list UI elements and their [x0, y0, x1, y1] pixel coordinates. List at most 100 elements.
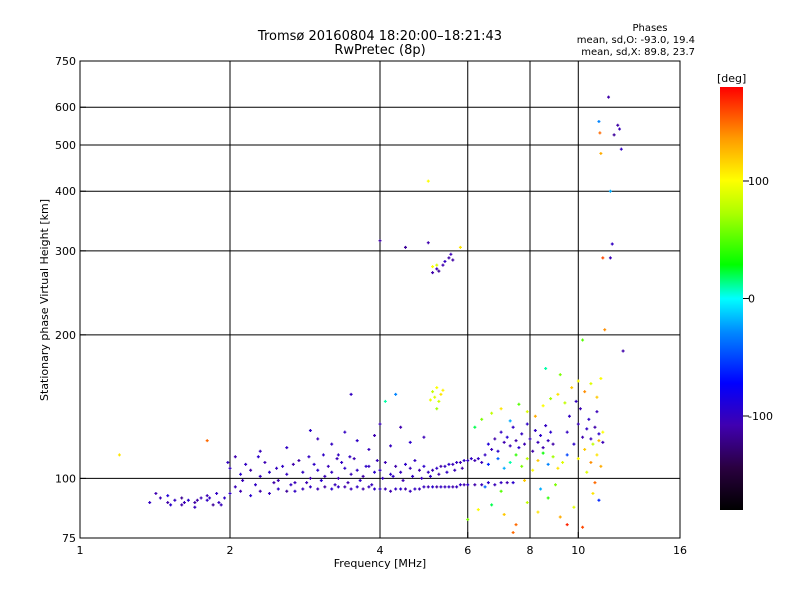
data-point [297, 459, 301, 463]
data-point [525, 422, 529, 426]
data-point [576, 457, 580, 461]
data-point [399, 470, 403, 474]
data-point [208, 496, 212, 500]
data-point [561, 460, 565, 464]
data-point [426, 241, 430, 245]
data-point [249, 468, 253, 472]
data-point [336, 476, 340, 480]
data-point [439, 392, 443, 396]
data-point [511, 425, 515, 429]
data-point [599, 464, 603, 468]
data-point [523, 478, 527, 482]
data-point [249, 494, 253, 498]
data-point [565, 453, 569, 457]
data-point [536, 459, 540, 463]
data-point [228, 491, 232, 495]
data-point [258, 474, 262, 478]
data-point [439, 464, 443, 468]
data-point [205, 494, 209, 498]
data-point [411, 474, 415, 478]
data-point [381, 476, 385, 480]
data-point [117, 453, 121, 457]
data-point [378, 468, 382, 472]
data-point [514, 523, 518, 527]
data-point [193, 501, 197, 505]
data-point [428, 474, 432, 478]
data-point [621, 349, 625, 353]
data-point [293, 489, 297, 493]
data-point [399, 487, 403, 491]
data-point [601, 256, 605, 260]
data-point [558, 515, 562, 519]
data-point [473, 483, 477, 487]
data-point [426, 470, 430, 474]
data-point [205, 439, 209, 443]
data-point [383, 460, 387, 464]
data-point [301, 487, 305, 491]
data-point [514, 439, 518, 443]
data-point [394, 392, 398, 396]
data-point [323, 485, 327, 489]
data-point [182, 501, 186, 505]
data-point [373, 470, 377, 474]
data-point [335, 457, 339, 461]
data-point [531, 468, 535, 472]
data-point [480, 417, 484, 421]
data-point [541, 404, 545, 408]
data-point [486, 481, 490, 485]
y-axis-ticks: 75 100 200 300 400 500 600 750 [55, 55, 86, 545]
data-point [355, 468, 359, 472]
data-point [301, 470, 305, 474]
phases-heading: Phases [632, 23, 667, 34]
data-point [316, 487, 320, 491]
data-point [431, 271, 435, 275]
data-point [426, 485, 430, 489]
data-point [525, 457, 529, 461]
data-point [346, 481, 350, 485]
data-point [476, 508, 480, 512]
data-point [490, 447, 494, 451]
data-point [585, 427, 589, 431]
data-point [401, 478, 405, 482]
data-point [330, 470, 334, 474]
data-point [458, 483, 462, 487]
data-point [558, 373, 562, 377]
data-point [502, 466, 506, 470]
x-tick-label: 4 [377, 544, 384, 557]
data-point [455, 485, 459, 489]
data-point [348, 455, 352, 459]
data-point [502, 513, 506, 517]
data-point [508, 460, 512, 464]
x-axis-ticks: 1 2 4 6 8 10 16 [77, 532, 687, 557]
data-point [583, 390, 587, 394]
data-point [399, 425, 403, 429]
data-point [511, 531, 515, 535]
data-point [533, 429, 537, 433]
data-point [435, 267, 439, 271]
data-point [490, 411, 494, 415]
data-point [447, 485, 451, 489]
data-point [539, 487, 543, 491]
x-tick-label: 1 [77, 544, 84, 557]
data-point [591, 491, 595, 495]
data-point [610, 242, 614, 246]
data-point [595, 395, 599, 399]
data-point [383, 399, 387, 403]
data-point [496, 449, 500, 453]
data-point [533, 414, 537, 418]
data-point [473, 459, 477, 463]
data-point [193, 505, 197, 509]
data-point [437, 472, 441, 476]
data-point [570, 386, 574, 390]
colorbar-tick-label: -100 [748, 410, 773, 423]
data-point [205, 498, 209, 502]
data-point [458, 245, 462, 249]
data-point [539, 434, 543, 438]
data-point [567, 414, 571, 418]
data-point [546, 496, 550, 500]
data-point [321, 453, 325, 457]
data-point [591, 442, 595, 446]
data-point [340, 460, 344, 464]
data-point [293, 481, 297, 485]
data-point [403, 487, 407, 491]
